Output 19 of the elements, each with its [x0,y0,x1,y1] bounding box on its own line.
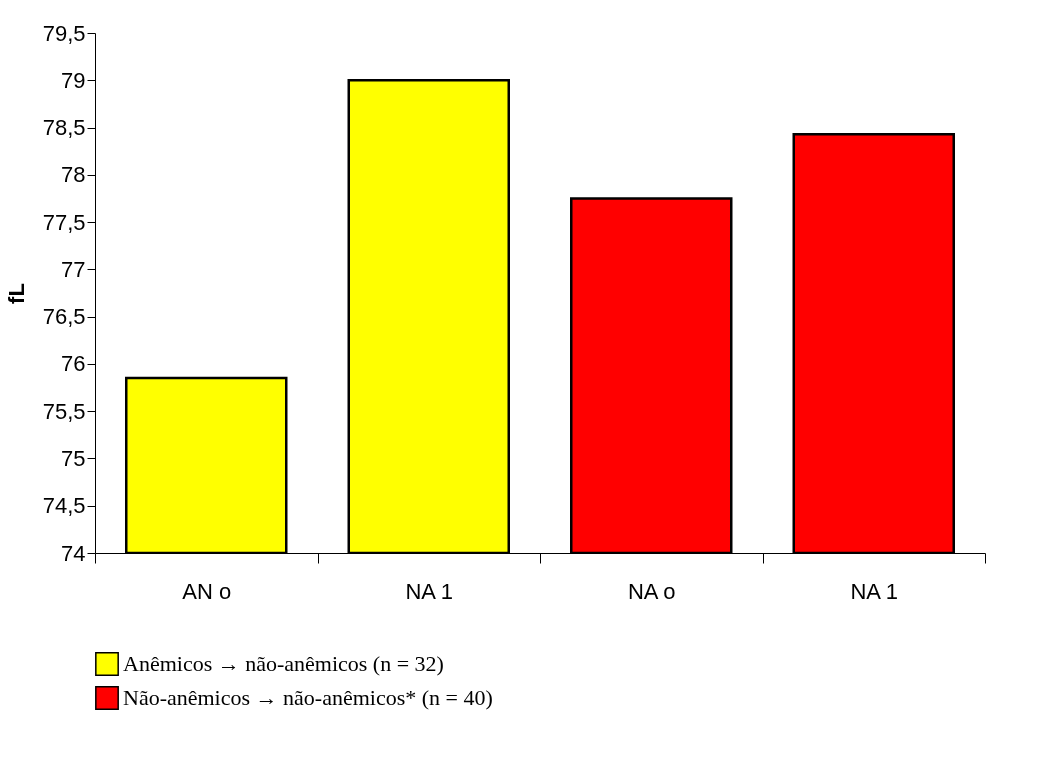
x-tick-label: AN o [182,578,232,604]
y-tick-label: 74,5 [42,493,86,519]
x-tick-label: NA o [627,578,676,604]
y-tick-label: 78 [61,162,86,188]
y-tick-label: 76 [61,351,86,377]
x-tick-label: NA 1 [850,578,899,604]
y-axis-title: fL [3,283,29,304]
legend-label: Anêmicos → não-anêmicos (n = 32) [123,651,444,676]
y-tick-label: 79 [61,67,86,93]
y-tick-label: 78,5 [42,115,86,141]
y-tick-label: 75 [61,445,86,471]
y-tick-label: 77,5 [42,209,86,235]
y-tick-label: 79,5 [42,20,86,46]
y-tick-label: 74 [61,540,86,566]
y-tick-label: 75,5 [42,398,86,424]
y-tick-label: 77 [61,256,86,282]
y-tick-label: 76,5 [42,304,86,330]
legend-label: Não-anêmicos → não-anêmicos* (n = 40) [123,685,493,710]
x-tick-label: NA 1 [405,578,454,604]
